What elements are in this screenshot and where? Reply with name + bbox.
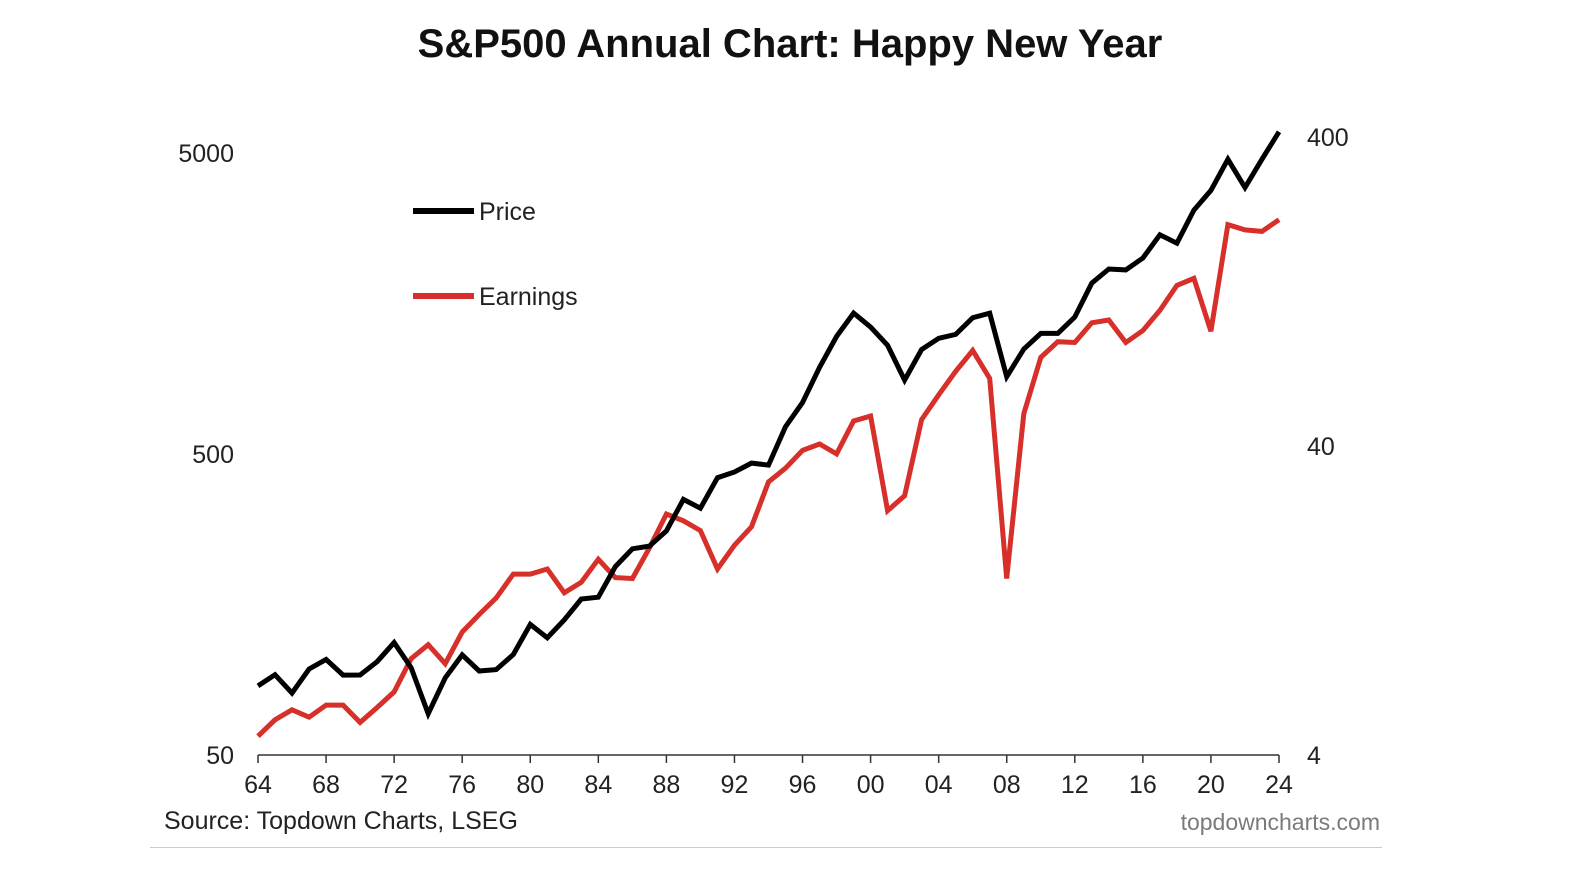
x-tick-label: 64 — [244, 771, 272, 799]
legend-label-earnings: Earnings — [479, 283, 578, 311]
x-tick-label: 00 — [857, 771, 885, 799]
x-tick-label: 76 — [448, 771, 476, 799]
x-tick-label: 04 — [925, 771, 953, 799]
left-axis-tick-label: 5000 — [178, 140, 234, 168]
series-lines — [256, 130, 1282, 738]
x-tick-label: 72 — [380, 771, 408, 799]
left-axis-tick-label: 50 — [206, 742, 234, 770]
x-tick-label: 84 — [584, 771, 612, 799]
left-axis-tick-label: 500 — [192, 441, 234, 469]
source-note: Source: Topdown Charts, LSEG — [164, 807, 518, 835]
x-axis-ticks: 64 68 72 76 80 84 88 92 96 00 04 08 12 16 20 24 — [244, 755, 1293, 799]
x-tick-label: 24 — [1265, 771, 1293, 799]
x-tick-label: 08 — [993, 771, 1021, 799]
x-tick-label: 12 — [1061, 771, 1089, 799]
x-tick-label: 96 — [789, 771, 817, 799]
watermark-text: topdowncharts.com — [1180, 809, 1380, 835]
right-axis-tick-label: 4 — [1307, 742, 1321, 770]
footer-divider — [150, 847, 1382, 848]
legend: Price Earnings — [413, 198, 578, 311]
right-axis-tick-label: 40 — [1307, 433, 1335, 461]
series-line-earnings — [256, 217, 1281, 738]
chart-title: S&P500 Annual Chart: Happy New Year — [417, 22, 1163, 66]
x-tick-label: 80 — [516, 771, 544, 799]
legend-label-price: Price — [479, 198, 536, 226]
series-line-price — [256, 130, 1282, 721]
right-axis-ticks: 400 40 4 — [1307, 124, 1349, 770]
x-tick-label: 16 — [1129, 771, 1157, 799]
x-tick-label: 88 — [652, 771, 680, 799]
x-tick-label: 20 — [1197, 771, 1225, 799]
x-tick-label: 68 — [312, 771, 340, 799]
right-axis-tick-label: 400 — [1307, 124, 1349, 152]
x-tick-label: 92 — [721, 771, 749, 799]
left-axis-ticks: 5000 500 50 — [178, 140, 234, 770]
